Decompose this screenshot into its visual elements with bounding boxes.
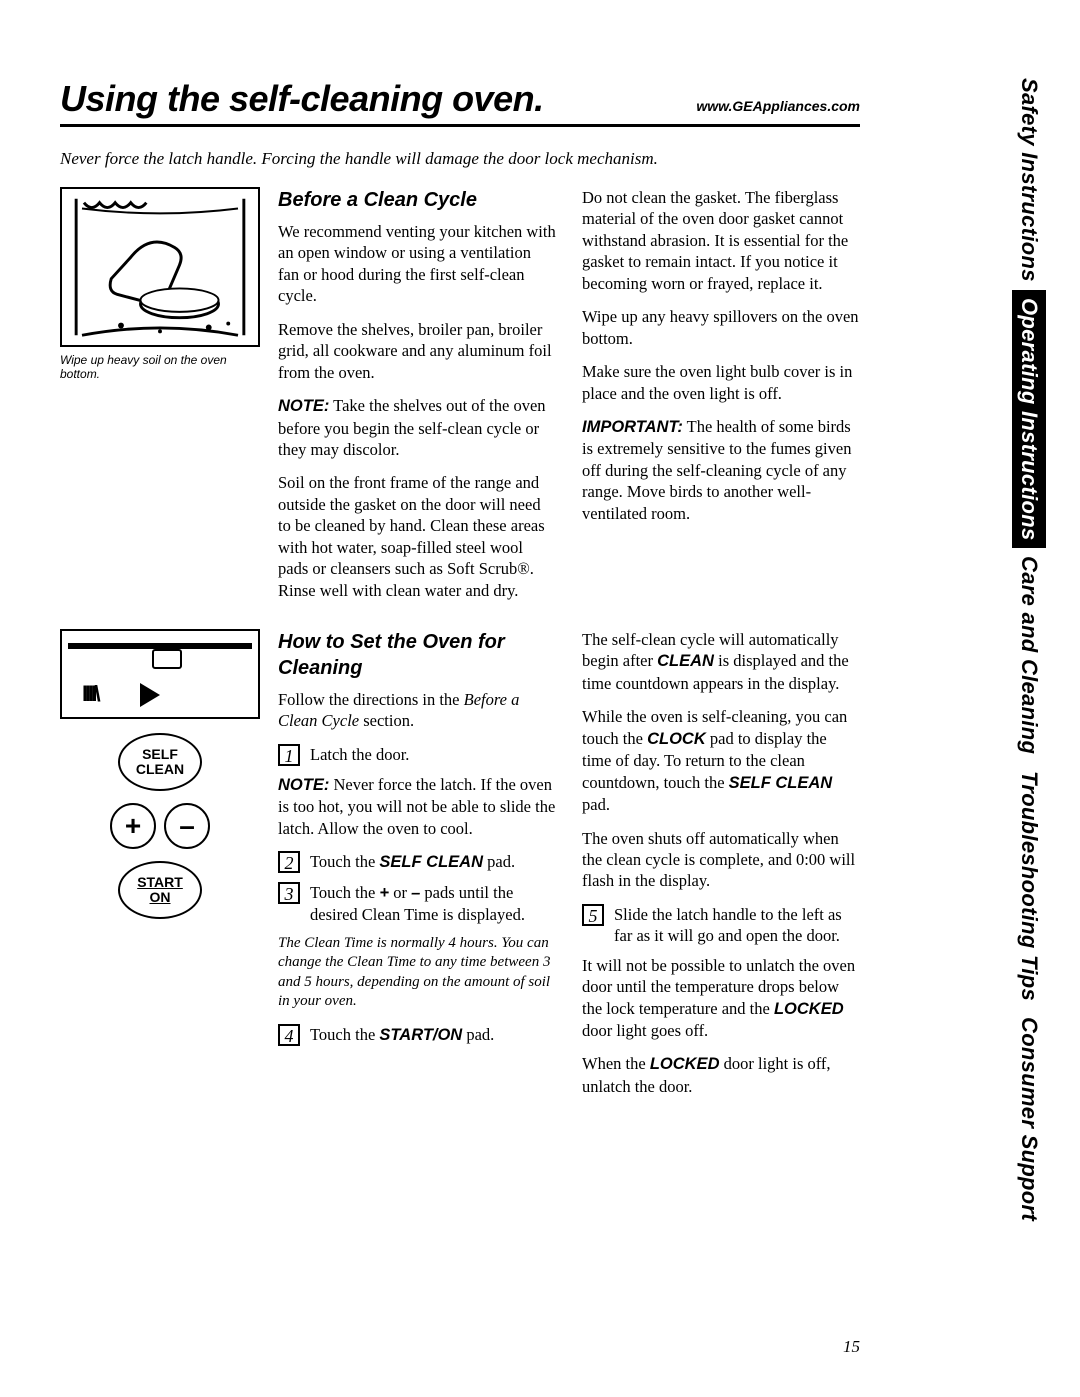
s1-note: NOTE: Take the shelves out of the oven b… <box>278 395 556 460</box>
arrow-icon <box>140 683 160 707</box>
important-lead: IMPORTANT: <box>582 418 683 436</box>
c2p3-post: door light goes off. <box>582 1021 708 1040</box>
tab-operating[interactable]: Operating Instructions <box>1012 290 1046 549</box>
clean-time-note: The Clean Time is normally 4 hours. You … <box>278 934 556 1012</box>
page-title: Using the self-cleaning oven. <box>60 78 544 120</box>
section-how-to-set: IIII\ SELF CLEAN + – START ON How to Set… <box>60 629 860 1097</box>
step-2-text: Touch the SELF CLEAN pad. <box>310 851 556 873</box>
c2p1-b1: CLOCK <box>647 730 706 748</box>
tab-safety[interactable]: Safety Instructions <box>1012 70 1046 290</box>
step-num-1: 1 <box>278 744 300 766</box>
step-3-text: Touch the + or – pads until the desired … <box>310 882 556 926</box>
latch-note: NOTE: Never force the latch. If the oven… <box>278 774 556 839</box>
self-clean-pad: SELF CLEAN <box>118 733 202 791</box>
s1-col2-p3: Make sure the oven light bulb cover is i… <box>582 361 860 404</box>
step-1-text: Latch the door. <box>310 744 556 766</box>
step-4: 4 Touch the START/ON pad. <box>278 1024 556 1046</box>
step-3: 3 Touch the + or – pads until the desire… <box>278 882 556 926</box>
page-number: 15 <box>843 1337 860 1357</box>
step-num-5: 5 <box>582 904 604 926</box>
page-header: Using the self-cleaning oven. www.GEAppl… <box>60 78 860 127</box>
plus-pad: + <box>110 803 156 849</box>
heading-before-clean: Before a Clean Cycle <box>278 187 556 213</box>
c2p3-b: LOCKED <box>774 1000 844 1018</box>
step4-post: pad. <box>462 1025 494 1044</box>
step2-bold: SELF CLEAN <box>379 853 483 871</box>
heading-how-to-set: How to Set the Oven for Cleaning <box>278 629 556 681</box>
step3-minus: – <box>411 884 420 902</box>
after-step4: The self-clean cycle will automatically … <box>582 629 860 694</box>
latch-warning: Never force the latch handle. Forcing th… <box>60 149 860 169</box>
step4-pre: Touch the <box>310 1025 379 1044</box>
s1-important: IMPORTANT: The health of some birds is e… <box>582 416 860 524</box>
step-4-text: Touch the START/ON pad. <box>310 1024 556 1046</box>
figure-latch: IIII\ <box>60 629 260 719</box>
c2p1-post: pad. <box>582 795 610 814</box>
step3-pre: Touch the <box>310 883 379 902</box>
step2-pre: Touch the <box>310 852 379 871</box>
after4-bold: CLEAN <box>657 652 714 670</box>
figure-wipe-soil <box>60 187 260 347</box>
tab-care[interactable]: Care and Cleaning <box>1012 548 1046 762</box>
c2p1-b2: SELF CLEAN <box>729 774 833 792</box>
step2-post: pad. <box>483 852 515 871</box>
s2-intro-post: section. <box>359 711 414 730</box>
c2p4-b: LOCKED <box>650 1055 720 1073</box>
hatch-marks: IIII\ <box>82 681 98 707</box>
tab-troubleshooting[interactable]: Troubleshooting Tips <box>1012 763 1046 1009</box>
step3-plus: + <box>379 884 389 902</box>
step-num-2: 2 <box>278 851 300 873</box>
s2-col2-p3: It will not be possible to unlatch the o… <box>582 955 860 1042</box>
note-lead: NOTE: <box>278 397 329 415</box>
minus-pad: – <box>164 803 210 849</box>
s2-col2-p2: The oven shuts off automatically when th… <box>582 828 860 892</box>
s1-col2-p1: Do not clean the gasket. The fiberglass … <box>582 187 860 294</box>
tab-consumer[interactable]: Consumer Support <box>1012 1009 1046 1229</box>
header-url: www.GEAppliances.com <box>696 98 860 114</box>
step-num-3: 3 <box>278 882 300 904</box>
latch-note-lead: NOTE: <box>278 776 329 794</box>
s2-col2-p1: While the oven is self-cleaning, you can… <box>582 706 860 815</box>
s2-intro: Follow the directions in the Before a Cl… <box>278 689 556 732</box>
step-2: 2 Touch the SELF CLEAN pad. <box>278 851 556 873</box>
s1-para-1: We recommend venting your kitchen with a… <box>278 221 556 307</box>
step-5-text: Slide the latch handle to the left as fa… <box>614 904 860 947</box>
step-num-4: 4 <box>278 1024 300 1046</box>
s1-para-3: Soil on the front frame of the range and… <box>278 472 556 601</box>
s2-col2-p4: When the LOCKED door light is off, unlat… <box>582 1053 860 1097</box>
step-1: 1 Latch the door. <box>278 744 556 766</box>
section-before-clean: Wipe up heavy soil on the oven bottom. B… <box>60 187 860 601</box>
step3-mid: or <box>389 883 411 902</box>
start-on-pad: START ON <box>118 861 202 919</box>
s1-col2-p2: Wipe up any heavy spillovers on the oven… <box>582 306 860 349</box>
step-5: 5 Slide the latch handle to the left as … <box>582 904 860 947</box>
s2-intro-pre: Follow the directions in the <box>278 690 464 709</box>
control-panel-illustration: SELF CLEAN + – START ON <box>60 733 260 919</box>
figure-caption-1: Wipe up heavy soil on the oven bottom. <box>60 353 260 382</box>
s1-para-2: Remove the shelves, broiler pan, broiler… <box>278 319 556 383</box>
side-tab-strip: Safety Instructions Operating Instructio… <box>1008 70 1050 1229</box>
step4-bold: START/ON <box>379 1026 462 1044</box>
c2p4-pre: When the <box>582 1054 650 1073</box>
